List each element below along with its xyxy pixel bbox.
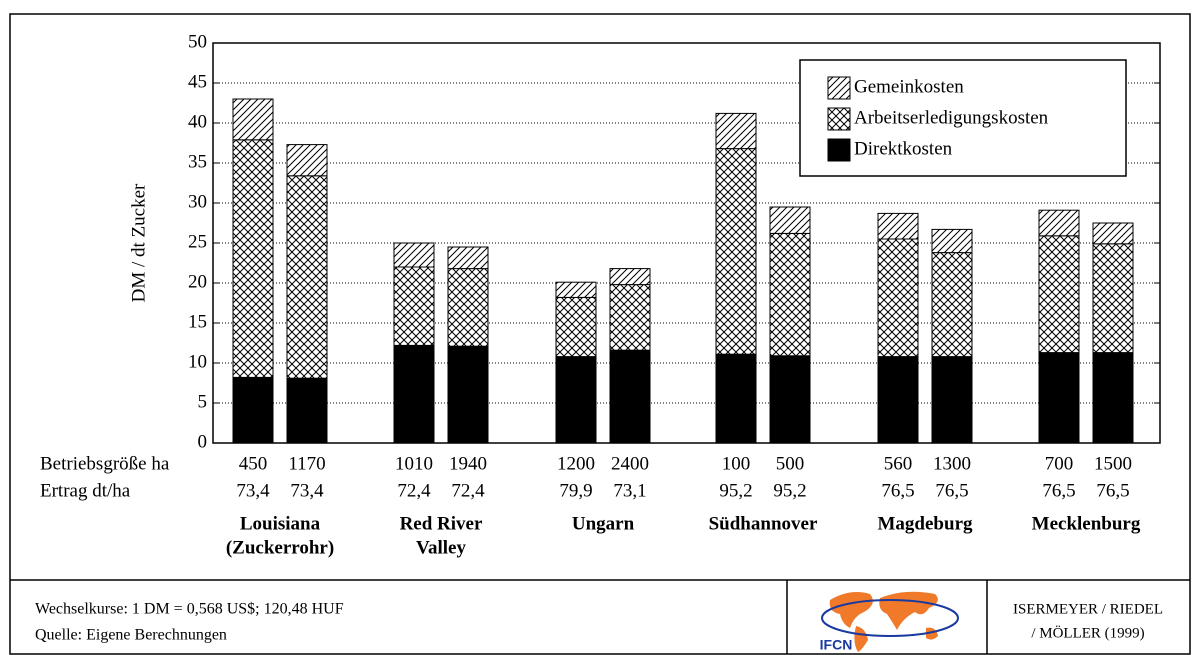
group-label: Louisiana xyxy=(240,513,321,534)
bar-segment xyxy=(555,296,597,358)
y-tick-label: 50 xyxy=(188,31,207,52)
x-tick-label: 1010 xyxy=(395,453,433,474)
yield-label: 95,2 xyxy=(719,480,752,501)
yield-label: 76,5 xyxy=(935,480,968,501)
y-tick-label: 5 xyxy=(198,391,208,412)
yield-label: 76,5 xyxy=(881,480,914,501)
y-tick-label: 20 xyxy=(188,271,207,292)
x-tick-label: 1200 xyxy=(557,453,595,474)
legend-label: Direktkosten xyxy=(854,138,953,159)
group-label: Red River xyxy=(400,513,483,534)
yield-label: 73,4 xyxy=(236,480,270,501)
bar-segment xyxy=(715,148,757,355)
y-tick-label: 25 xyxy=(188,231,207,252)
footer-note: Wechselkurse: 1 DM = 0,568 US$; 120,48 H… xyxy=(35,601,344,618)
logo: IFCN xyxy=(820,591,959,653)
bar-segment xyxy=(232,139,274,378)
group-label: (Zuckerrohr) xyxy=(226,537,334,558)
group-label: Mecklenburg xyxy=(1032,513,1141,534)
logo-text: IFCN xyxy=(820,637,853,653)
y-tick-label: 15 xyxy=(188,311,207,332)
bar-segment xyxy=(715,112,757,150)
bar-segment xyxy=(877,238,919,358)
bar-segment xyxy=(447,345,489,444)
bar-segment xyxy=(931,252,973,358)
footer-author: ISERMEYER / RIEDEL xyxy=(1013,601,1163,617)
bar-segment xyxy=(931,228,973,254)
y-tick-label: 0 xyxy=(198,431,208,452)
yield-label: 79,9 xyxy=(559,480,592,501)
bar-segment xyxy=(609,284,651,351)
x-tick-label: 500 xyxy=(776,453,805,474)
legend-swatch xyxy=(827,138,851,162)
yield-label: 73,4 xyxy=(290,480,324,501)
yield-label: 76,5 xyxy=(1042,480,1075,501)
bar-segment xyxy=(609,349,651,444)
bar-segment xyxy=(447,246,489,270)
bar-segment xyxy=(609,268,651,286)
group-label: Südhannover xyxy=(709,513,818,534)
bar-segment xyxy=(1092,352,1134,444)
bar-segment xyxy=(931,356,973,444)
legend-swatch xyxy=(827,76,851,100)
yield-label: 72,4 xyxy=(397,480,431,501)
legend-box xyxy=(799,59,1127,177)
bar-segment xyxy=(393,266,435,346)
bar-segment xyxy=(286,377,328,444)
frame xyxy=(9,13,1191,655)
y-axis-label: DM / dt Zucker xyxy=(128,183,149,302)
bar-segment xyxy=(1038,209,1080,237)
legend-swatch xyxy=(827,107,851,131)
y-tick-label: 35 xyxy=(188,151,207,172)
bar-segment xyxy=(555,356,597,444)
bar-segment xyxy=(1038,352,1080,444)
x-tick-label: 1500 xyxy=(1094,453,1132,474)
bar-segment xyxy=(877,212,919,240)
yield-label: 73,1 xyxy=(613,480,646,501)
yield-label: 95,2 xyxy=(773,480,806,501)
bar-segment xyxy=(447,268,489,347)
bar-segment xyxy=(1038,235,1080,354)
bar-segment xyxy=(232,98,274,141)
x-tick-label: 1940 xyxy=(449,453,487,474)
bar-segment xyxy=(1092,222,1134,245)
plot-area xyxy=(212,42,1161,444)
group-label: Magdeburg xyxy=(878,513,974,534)
group-label: Ungarn xyxy=(572,513,635,534)
footer-author: / MÖLLER (1999) xyxy=(1031,624,1144,641)
bar-segment xyxy=(393,242,435,268)
y-tick-label: 45 xyxy=(188,71,207,92)
legend-label: Arbeitserledigungskosten xyxy=(854,107,1049,128)
x-tick-label: 100 xyxy=(722,453,751,474)
bar-segment xyxy=(769,232,811,357)
bar-segment xyxy=(286,175,328,379)
bar-segment xyxy=(555,281,597,298)
x-tick-label: 560 xyxy=(884,453,913,474)
yield-label: 76,5 xyxy=(1096,480,1129,501)
row-label: Ertrag dt/ha xyxy=(40,480,131,501)
y-tick-label: 40 xyxy=(188,111,207,132)
y-tick-label: 10 xyxy=(188,351,207,372)
x-tick-label: 1170 xyxy=(288,453,325,474)
legend-label: Gemeinkosten xyxy=(854,76,964,97)
bar-segment xyxy=(393,344,435,444)
bar-segment xyxy=(1092,243,1134,354)
bar-segment xyxy=(769,206,811,234)
bar-segment xyxy=(286,144,328,177)
group-label: Valley xyxy=(416,537,466,558)
row-label: Betriebsgröße ha xyxy=(40,453,170,474)
bar-segment xyxy=(877,356,919,444)
bar-segment xyxy=(232,376,274,444)
x-tick-label: 450 xyxy=(239,453,268,474)
x-tick-label: 700 xyxy=(1045,453,1074,474)
x-tick-label: 1300 xyxy=(933,453,971,474)
footer-note: Quelle: Eigene Berechnungen xyxy=(35,627,227,644)
y-tick-label: 30 xyxy=(188,191,207,212)
yield-label: 72,4 xyxy=(451,480,485,501)
x-tick-label: 2400 xyxy=(611,453,649,474)
bar-segment xyxy=(769,355,811,444)
bar-segment xyxy=(715,353,757,444)
